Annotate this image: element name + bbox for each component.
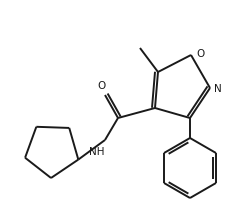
- Text: NH: NH: [89, 147, 104, 157]
- Text: O: O: [97, 81, 106, 91]
- Text: O: O: [195, 49, 203, 59]
- Text: N: N: [213, 84, 221, 94]
